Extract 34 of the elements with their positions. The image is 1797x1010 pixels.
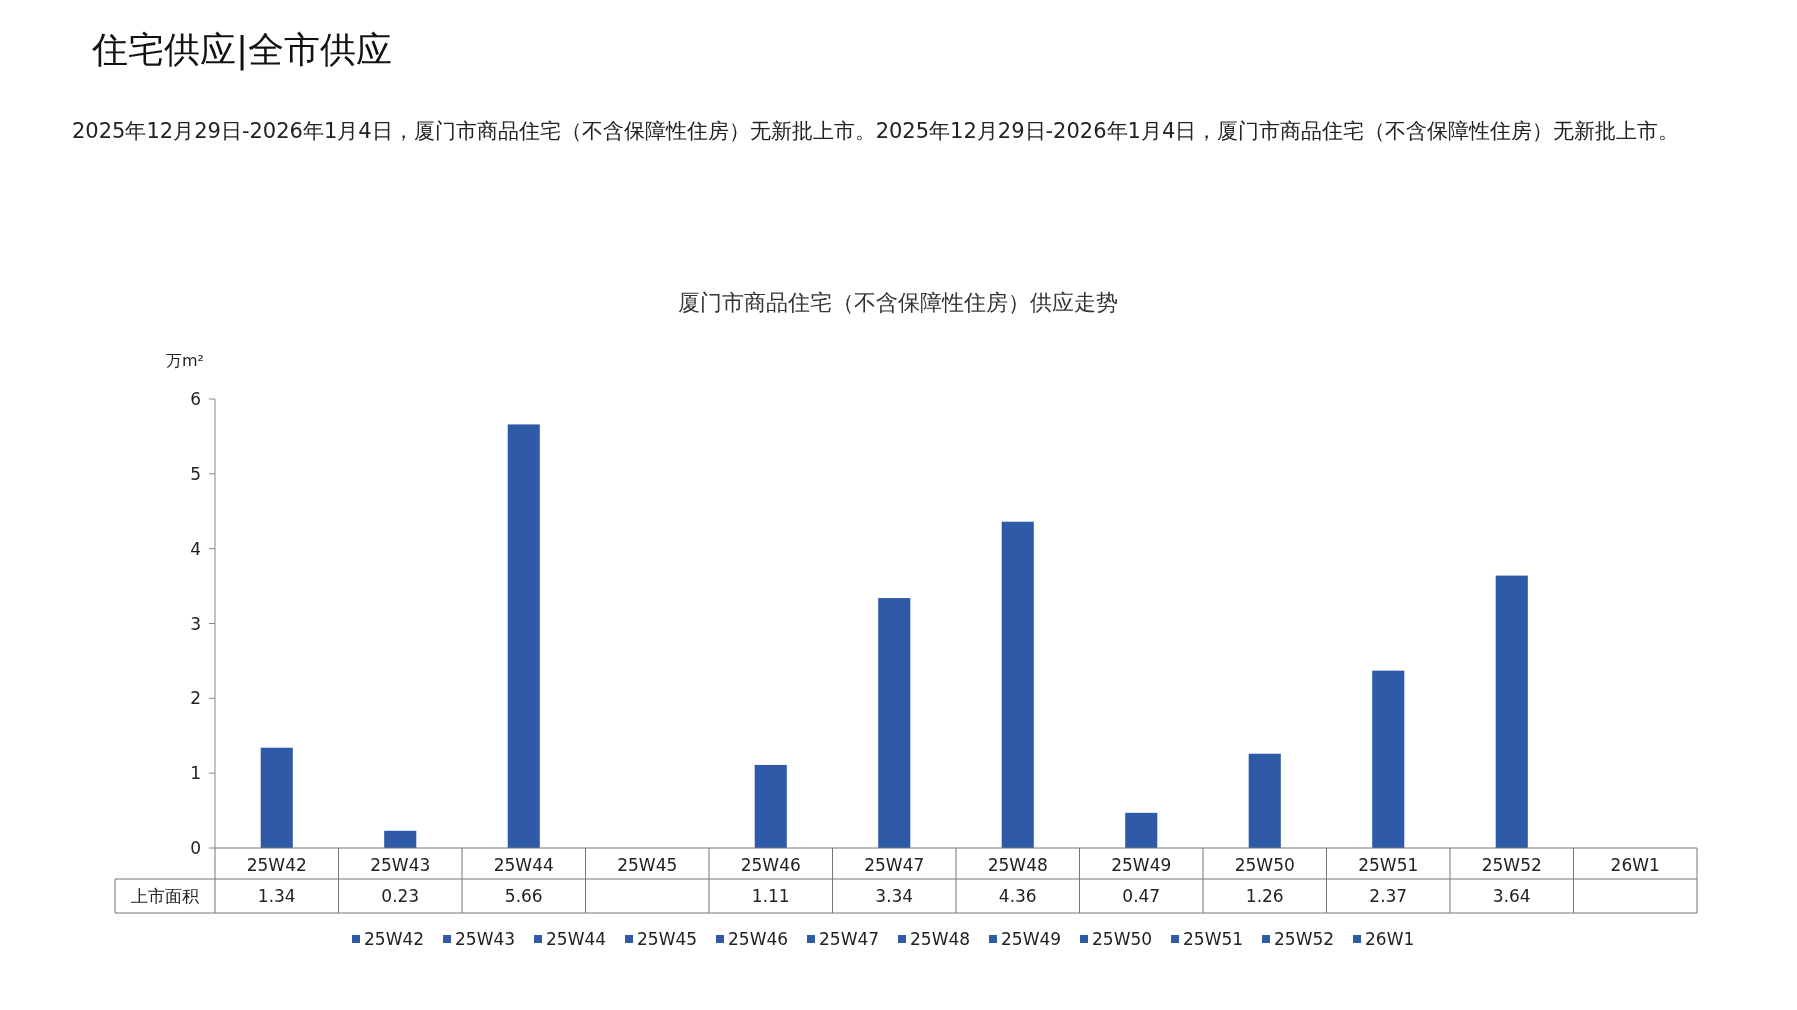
x-tick-label: 25W46 [740,855,801,875]
data-label: 1.26 [1245,886,1284,906]
y-tick-label: 0 [190,838,201,858]
y-tick-label: 2 [190,688,201,709]
data-label: 3.34 [875,886,914,906]
data-label: 5.66 [504,886,543,906]
x-tick-label: 25W42 [246,855,307,875]
x-tick-label: 25W47 [864,855,925,875]
x-tick-label: 25W51 [1358,855,1419,875]
x-tick-label: 25W49 [1111,855,1172,875]
y-tick-label: 6 [190,389,201,409]
y-tick-label: 1 [190,763,201,784]
data-label: 0.23 [381,886,420,906]
data-label: 4.36 [998,886,1037,906]
data-label: 2.37 [1369,886,1408,906]
x-tick-label: 25W44 [493,855,554,875]
text: 住宅供应|全市供应 [91,29,393,71]
text: 2025年12月29日-2026年1月4日，厦门市商品住宅（不含保障性住房）无新批上市。2025年12月29日-2026年1月4日，厦门市商品住宅（不含保障性住房）无新批上市。 [72,119,1680,143]
x-tick-label: 25W52 [1481,855,1542,875]
data-label: 1.11 [751,886,790,906]
x-tick-label: 25W45 [617,855,678,875]
x-tick-label: 25W48 [987,855,1048,875]
data-label: 3.64 [1492,886,1531,906]
data-label: 1.34 [257,886,296,906]
data-label: 0.47 [1122,886,1161,906]
x-tick-label: 25W50 [1234,855,1295,875]
y-axis-title: 万m² [166,351,204,370]
x-tick-label: 25W43 [370,855,431,875]
y-tick-label: 5 [190,463,201,484]
y-tick-label: 4 [190,538,201,559]
x-tick-label: 26W1 [1610,855,1660,875]
text: 上市面积 [131,886,199,906]
chart-title: 厦门市商品住宅（不含保障性住房）供应走势 [678,290,1118,315]
y-tick-label: 3 [190,613,201,634]
